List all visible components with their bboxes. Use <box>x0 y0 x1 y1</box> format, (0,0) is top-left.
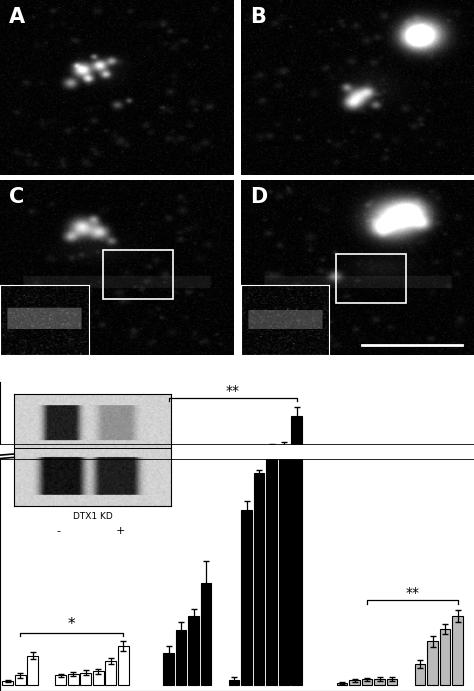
Bar <box>68 674 79 685</box>
Bar <box>118 645 128 685</box>
Text: **: ** <box>405 586 419 600</box>
Bar <box>55 675 66 685</box>
Bar <box>27 656 38 685</box>
Text: A: A <box>9 7 26 27</box>
Bar <box>279 446 290 685</box>
Bar <box>103 250 173 299</box>
Bar <box>452 616 463 685</box>
Bar <box>337 683 347 685</box>
Bar <box>81 672 91 685</box>
Bar <box>93 671 103 685</box>
Bar <box>241 509 252 685</box>
Text: D: D <box>250 187 267 207</box>
Bar <box>106 661 116 685</box>
Bar <box>292 416 302 685</box>
Bar <box>254 473 264 685</box>
Bar <box>349 680 360 685</box>
Bar <box>387 679 397 685</box>
Bar <box>374 679 385 685</box>
Bar <box>427 641 438 685</box>
Bar <box>176 630 186 685</box>
Bar <box>164 653 174 685</box>
Text: C: C <box>9 187 25 207</box>
Bar <box>336 254 406 303</box>
Bar <box>415 664 425 685</box>
Text: B: B <box>250 7 266 27</box>
Bar <box>440 629 450 685</box>
Text: **: ** <box>226 384 240 398</box>
Bar <box>2 681 13 685</box>
Bar <box>15 675 26 685</box>
Bar <box>229 680 239 685</box>
Bar <box>362 679 373 685</box>
Text: *: * <box>68 617 75 632</box>
Bar <box>201 583 211 685</box>
Bar <box>266 448 277 685</box>
Bar <box>188 616 199 685</box>
